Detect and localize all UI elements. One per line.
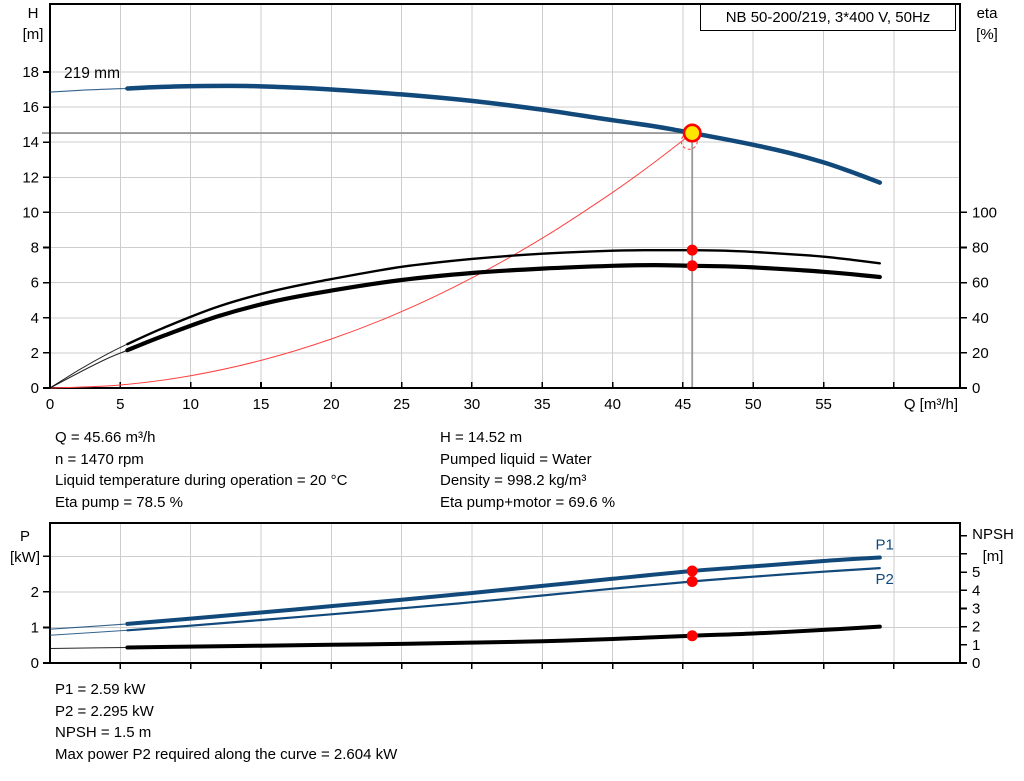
- x-tick-label: 0: [46, 396, 54, 413]
- curve-label-p2: P2: [875, 571, 893, 588]
- info-line-density: Density = 998.2 kg/m³: [440, 472, 587, 489]
- y-right-axis-unit: [m]: [983, 548, 1004, 565]
- x-tick-label: 40: [604, 396, 621, 413]
- y-left-axis-unit: [kW]: [10, 549, 40, 566]
- y-right-axis-unit: [%]: [976, 26, 998, 43]
- y-right-tick-label: 100: [972, 204, 997, 221]
- y-left-tick-label: 2: [31, 584, 39, 601]
- p2-curve: [126, 567, 881, 632]
- info-line-eta-pm: Eta pump+motor = 69.6 %: [440, 493, 616, 511]
- eta-pump-duty-dot: [686, 244, 698, 256]
- y-left-tick-label: 6: [31, 275, 39, 292]
- qh-curve: [125, 83, 883, 185]
- pump-title-box: NB 50-200/219, 3*400 V, 50Hz: [700, 4, 956, 31]
- x-tick-label: 35: [534, 396, 551, 413]
- y-right-tick-label: 2: [972, 619, 980, 636]
- p1-curve: [125, 555, 882, 626]
- info-line-q: Q = 45.66 m³/h: [55, 429, 156, 446]
- chart-frame: [49, 3, 961, 389]
- x-tick-label: 50: [745, 396, 762, 413]
- duty-point-marker: [682, 123, 702, 143]
- power-info: P1 = 2.59 kW P2 = 2.295 kW NPSH = 1.5 m …: [55, 679, 397, 765]
- y-left-tick-label: 4: [31, 310, 39, 327]
- y-left-tick-label: 1: [31, 619, 39, 636]
- eta-pump-motor-curve-thin: [49, 264, 881, 389]
- y-right-tick-label: 40: [972, 310, 989, 327]
- info-line-p1: P1 = 2.59 kW: [55, 681, 146, 698]
- y-left-tick-label: 10: [22, 204, 39, 221]
- x-tick-label: 20: [323, 396, 340, 413]
- info-line-p2: P2 = 2.295 kW: [55, 702, 154, 720]
- y-right-tick-label: 60: [972, 275, 989, 292]
- chart-frame: [49, 522, 961, 664]
- x-tick-label: 25: [393, 396, 410, 413]
- impeller-diameter-label: 219 mm: [64, 65, 120, 82]
- y-right-axis-title: eta: [977, 5, 999, 22]
- info-line-liquid: Pumped liquid = Water: [440, 450, 592, 468]
- x-axis-title: Q [m³/h]: [904, 396, 958, 413]
- y-right-tick-label: 1: [972, 637, 980, 654]
- y-left-tick-label: 8: [31, 240, 39, 257]
- y-left-tick-label: 16: [22, 99, 39, 116]
- eta-pump-curve-thin: [49, 249, 881, 389]
- npsh-duty-dot: [686, 630, 698, 642]
- x-tick-label: 10: [182, 396, 199, 413]
- duty-info-left: Q = 45.66 m³/h n = 1470 rpm Liquid tempe…: [55, 427, 347, 513]
- curve-label-p1: P1: [875, 536, 893, 553]
- eta-pump-motor-duty-dot: [686, 260, 698, 272]
- info-line-maxp2: Max power P2 required along the curve = …: [55, 745, 398, 763]
- y-left-tick-label: 0: [31, 655, 39, 672]
- y-left-axis-unit: [m]: [23, 26, 44, 43]
- requested-duty-marker: [680, 132, 698, 150]
- y-right-axis-title: NPSH: [972, 526, 1014, 543]
- y-right-tick-label: 20: [972, 345, 989, 362]
- x-tick-label: 30: [464, 396, 481, 413]
- y-right-tick-label: 4: [972, 582, 980, 599]
- y-left-tick-label: 18: [22, 64, 39, 81]
- npsh-curve: [125, 624, 882, 650]
- y-left-tick-label: 12: [22, 169, 39, 186]
- p2-duty-dot: [686, 575, 698, 587]
- y-left-tick-label: 0: [31, 380, 39, 397]
- x-tick-label: 55: [815, 396, 832, 413]
- y-right-tick-label: 3: [972, 600, 980, 617]
- info-line-npsh: NPSH = 1.5 m: [55, 724, 152, 741]
- eta-pump-curve: [126, 248, 881, 346]
- y-right-tick-label: 0: [972, 655, 980, 672]
- y-right-tick-label: 0: [972, 380, 980, 397]
- eta-pump-motor-curve: [125, 262, 882, 353]
- x-tick-label: 15: [253, 396, 270, 413]
- info-line-eta-pump: Eta pump = 78.5 %: [55, 493, 183, 511]
- x-tick-label: 5: [116, 396, 124, 413]
- info-line-temp: Liquid temperature during operation = 20…: [55, 472, 348, 489]
- y-left-axis-title: P: [20, 528, 30, 545]
- y-left-axis-title: H: [28, 5, 39, 22]
- info-line-n: n = 1470 rpm: [55, 450, 144, 468]
- p1-duty-dot: [686, 565, 698, 577]
- y-left-tick-label: 14: [22, 134, 39, 151]
- duty-info-right: H = 14.52 m Pumped liquid = Water Densit…: [440, 427, 615, 513]
- system-curve: [49, 132, 693, 389]
- p2-curve-thin: [49, 567, 881, 636]
- y-right-tick-label: 5: [972, 564, 980, 581]
- y-left-tick-label: 2: [31, 345, 39, 362]
- y-right-tick-label: 80: [972, 240, 989, 257]
- info-line-h: H = 14.52 m: [440, 429, 523, 446]
- pump-title: NB 50-200/219, 3*400 V, 50Hz: [725, 9, 931, 26]
- x-tick-label: 45: [675, 396, 692, 413]
